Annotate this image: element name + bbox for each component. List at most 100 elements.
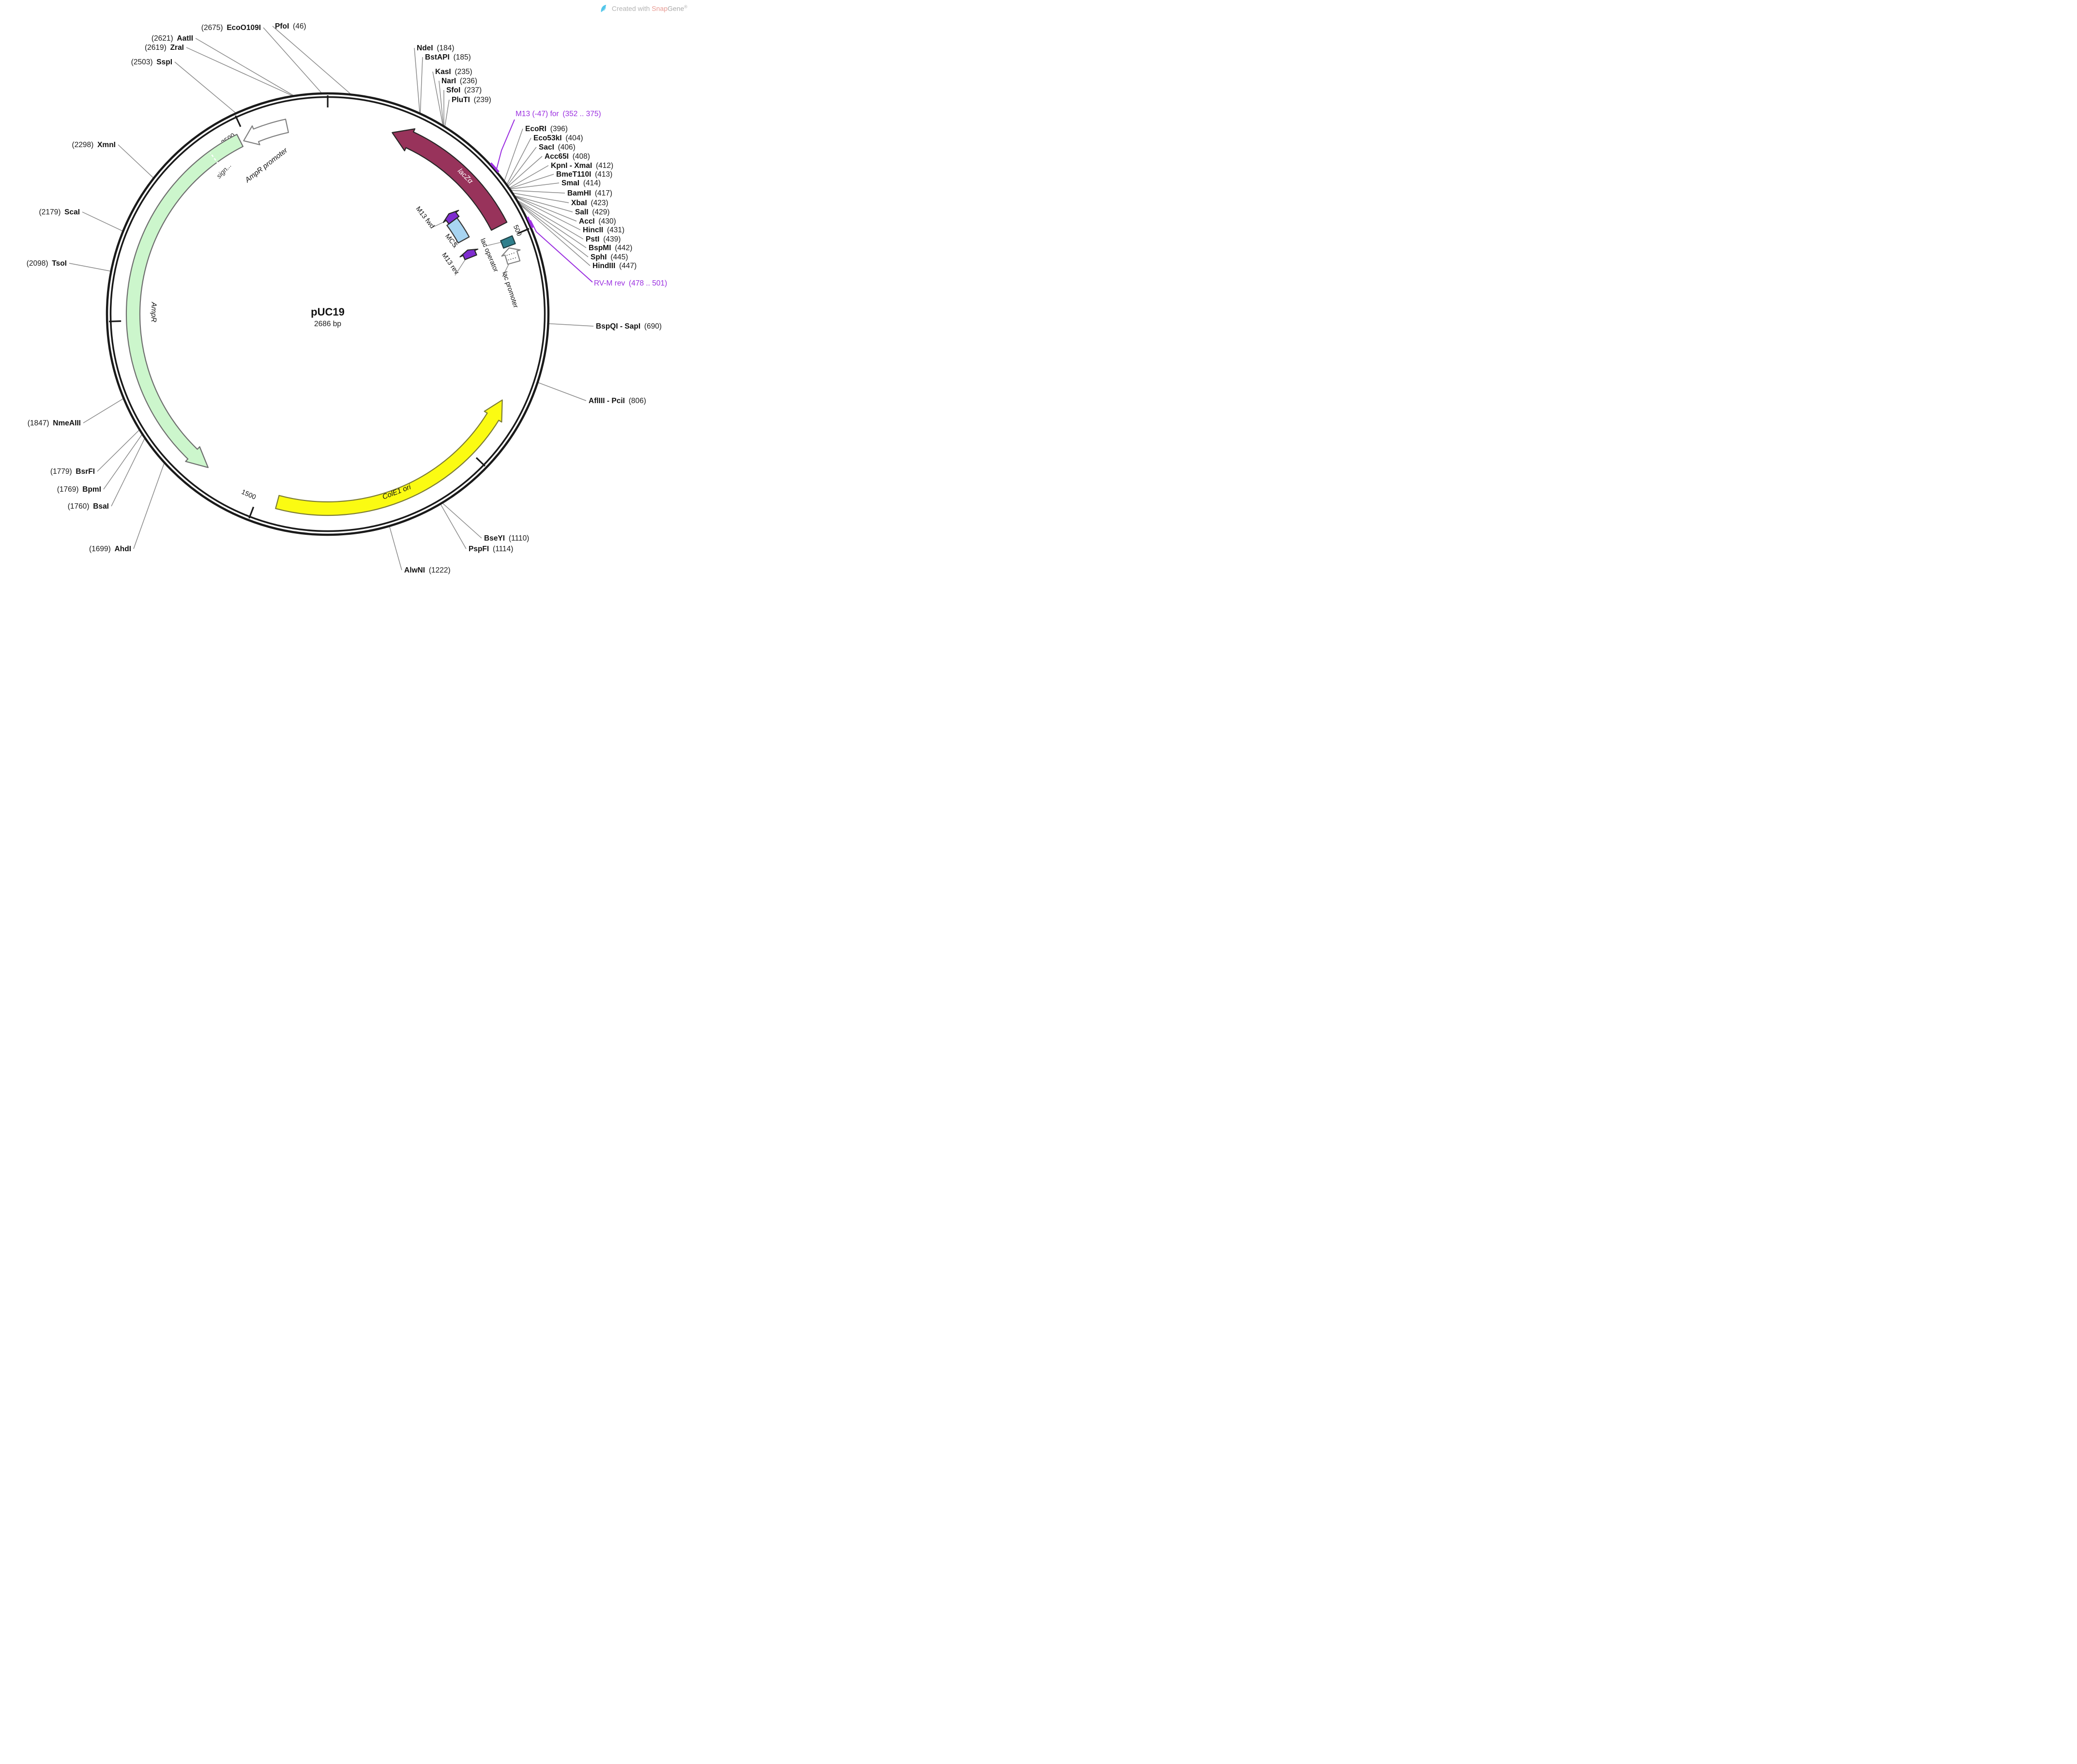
leader-SspI — [174, 61, 237, 114]
leader-PspFI — [440, 503, 467, 549]
tick-label-500: 500 — [512, 224, 524, 237]
site-label-ScaI[interactable]: (2179) ScaI — [39, 208, 80, 216]
leader-XbaI — [512, 192, 569, 203]
feature-label-ampr-promoter[interactable]: AmpR promoter — [243, 146, 289, 185]
feature-label-m13-rev[interactable]: M13 rev — [440, 251, 461, 276]
leader-EcoRI — [503, 128, 523, 182]
leader-SacI — [507, 147, 537, 186]
site-label-SphI[interactable]: SphI (445) — [591, 253, 628, 261]
primer-arc-rv-m-rev[interactable] — [526, 216, 534, 228]
site-label-PfoI[interactable]: PfoI (46) — [275, 22, 306, 30]
site-label-BsaI[interactable]: (1760) BsaI — [68, 502, 109, 511]
site-label-NdeI[interactable]: NdeI (184) — [417, 44, 455, 52]
leader-NdeI — [414, 47, 421, 114]
leader-KasI — [432, 71, 443, 126]
leader-PfoI — [272, 26, 352, 95]
site-label-BsrFI[interactable]: (1779) BsrFI — [50, 467, 95, 476]
site-label-BseYI[interactable]: BseYI (1110) — [484, 534, 529, 543]
site-label-XbaI[interactable]: XbaI (423) — [571, 199, 608, 207]
feature-cole1-ori[interactable] — [275, 399, 503, 516]
site-label-EcoRI[interactable]: EcoRI (396) — [525, 125, 568, 133]
site-label-SacI[interactable]: SacI (406) — [539, 143, 576, 151]
site-label-SfoI[interactable]: SfoI (237) — [446, 86, 482, 94]
site-label-KasI[interactable]: KasI (235) — [435, 68, 472, 76]
primer-leader-m13-minus47-for — [496, 119, 515, 169]
lac-promoter-dots-1 — [508, 256, 518, 261]
leader-BstAPI — [420, 57, 423, 114]
primer-arc-m13-minus47-for[interactable] — [490, 162, 500, 173]
site-label-BmeT110I[interactable]: BmeT110I (413) — [556, 170, 612, 179]
leader-Acc65I — [507, 156, 543, 187]
site-label-TsoI[interactable]: (2098) TsoI — [27, 259, 67, 268]
plasmid-map-svg: 5001000150020002500 PfoI (46)NdeI (184)B… — [27, 22, 667, 574]
primer-label-m13-minus47-for[interactable]: M13 (-47) for (352 .. 375) — [515, 110, 601, 118]
leader-SphI — [518, 202, 589, 257]
tick-mark-500 — [517, 228, 530, 234]
plasmid-name: pUC19 — [311, 306, 345, 318]
site-label-BstAPI[interactable]: BstAPI (185) — [425, 53, 471, 61]
leader-ZraI — [186, 47, 294, 97]
leader-AhdI — [133, 462, 165, 549]
leader-BmeT110I — [509, 174, 554, 189]
feature-lac-promoter[interactable] — [501, 247, 521, 265]
leader-Eco53kI — [506, 137, 531, 185]
leader-AccI — [514, 196, 577, 222]
leader-SmaI — [509, 182, 560, 190]
feature-label-lac-operator[interactable]: lac operator — [479, 237, 500, 273]
site-label-HindIII[interactable]: HindIII (447) — [592, 262, 637, 270]
feature-lac-operator[interactable] — [500, 235, 516, 249]
leader-AflIII-PciI — [537, 382, 587, 401]
site-label-BspQI-SapI[interactable]: BspQI - SapI (690) — [596, 322, 662, 331]
feature-m13-fwd[interactable] — [442, 210, 460, 225]
site-label-BspMI[interactable]: BspMI (442) — [589, 244, 632, 252]
site-label-XmnI[interactable]: (2298) XmnI — [72, 141, 116, 149]
feature-label-m13-fwd[interactable]: M13 fwd — [414, 205, 436, 230]
labels-layer: PfoI (46) NdeI (184)BstAPI (185) KasI (235… — [27, 22, 667, 574]
feature-label-ampr[interactable]: AmpR — [150, 302, 158, 322]
feature-ampr-promoter[interactable] — [243, 119, 289, 146]
leader-BspMI — [517, 201, 587, 248]
leader-NarI — [439, 80, 444, 126]
site-label-AflIII-PciI[interactable]: AflIII - PciI (806) — [589, 397, 646, 405]
primer-label-rv-m-rev[interactable]: RV-M rev (478 .. 501) — [594, 279, 667, 287]
site-label-PluTI[interactable]: PluTI (239) — [452, 96, 491, 104]
feature-laczalpha[interactable] — [392, 128, 508, 231]
tick-mark-2000 — [109, 320, 121, 322]
watermark-text: Created with SnapGene® — [611, 4, 687, 13]
site-label-AccI[interactable]: AccI (430) — [579, 217, 616, 226]
feature-mcs[interactable] — [446, 217, 470, 244]
feature-label-lac-promoter[interactable]: lac promoter — [501, 271, 520, 309]
site-label-AatII[interactable]: (2621) AatII — [152, 34, 193, 43]
site-label-PspFI[interactable]: PspFI (1114) — [469, 545, 513, 553]
site-label-BamHI[interactable]: BamHI (417) — [567, 189, 612, 197]
site-label-SspI[interactable]: (2503) SspI — [131, 58, 172, 66]
feature-ampr[interactable] — [125, 134, 244, 468]
site-label-SalI[interactable]: SalI (429) — [575, 208, 610, 216]
site-label-PstI[interactable]: PstI (439) — [586, 235, 621, 243]
site-label-KpnI-XmaI[interactable]: KpnI - XmaI (412) — [551, 162, 613, 170]
leader-AatII — [195, 38, 295, 96]
site-label-BpmI[interactable]: (1769) BpmI — [57, 485, 101, 494]
site-label-SmaI[interactable]: SmaI (414) — [561, 179, 601, 187]
site-label-AhdI[interactable]: (1699) AhdI — [89, 545, 131, 553]
tick-label-1500: 1500 — [241, 488, 258, 501]
snapgene-logo-icon — [601, 4, 606, 13]
feature-m13-rev[interactable] — [459, 248, 479, 260]
leader-BamHI — [510, 190, 565, 194]
tick-mark-1500 — [248, 506, 255, 519]
site-label-AlwNI[interactable]: AlwNI (1222) — [404, 566, 451, 574]
site-label-EcoO109I[interactable]: (2675) EcoO109I — [201, 24, 261, 32]
site-label-NarI[interactable]: NarI (236) — [441, 77, 477, 85]
site-label-NmeAIII[interactable]: (1847) NmeAIII — [28, 419, 81, 427]
feature-label-ampr-signal[interactable]: sign... — [215, 161, 233, 180]
site-label-Acc65I[interactable]: Acc65I (408) — [545, 152, 590, 161]
snapgene-watermark: Created with SnapGene® — [599, 4, 687, 13]
leader-BsrFI — [97, 429, 140, 472]
leader-PstI — [516, 199, 584, 240]
leader-XmnI — [118, 144, 154, 179]
site-label-Eco53kI[interactable]: Eco53kI (404) — [533, 134, 583, 142]
site-label-HincII[interactable]: HincII (431) — [583, 226, 624, 234]
plasmid-map-canvas: 5001000150020002500 PfoI (46)NdeI (184)B… — [0, 0, 692, 588]
leader-TsoI — [69, 263, 111, 272]
site-label-ZraI[interactable]: (2619) ZraI — [145, 44, 184, 52]
